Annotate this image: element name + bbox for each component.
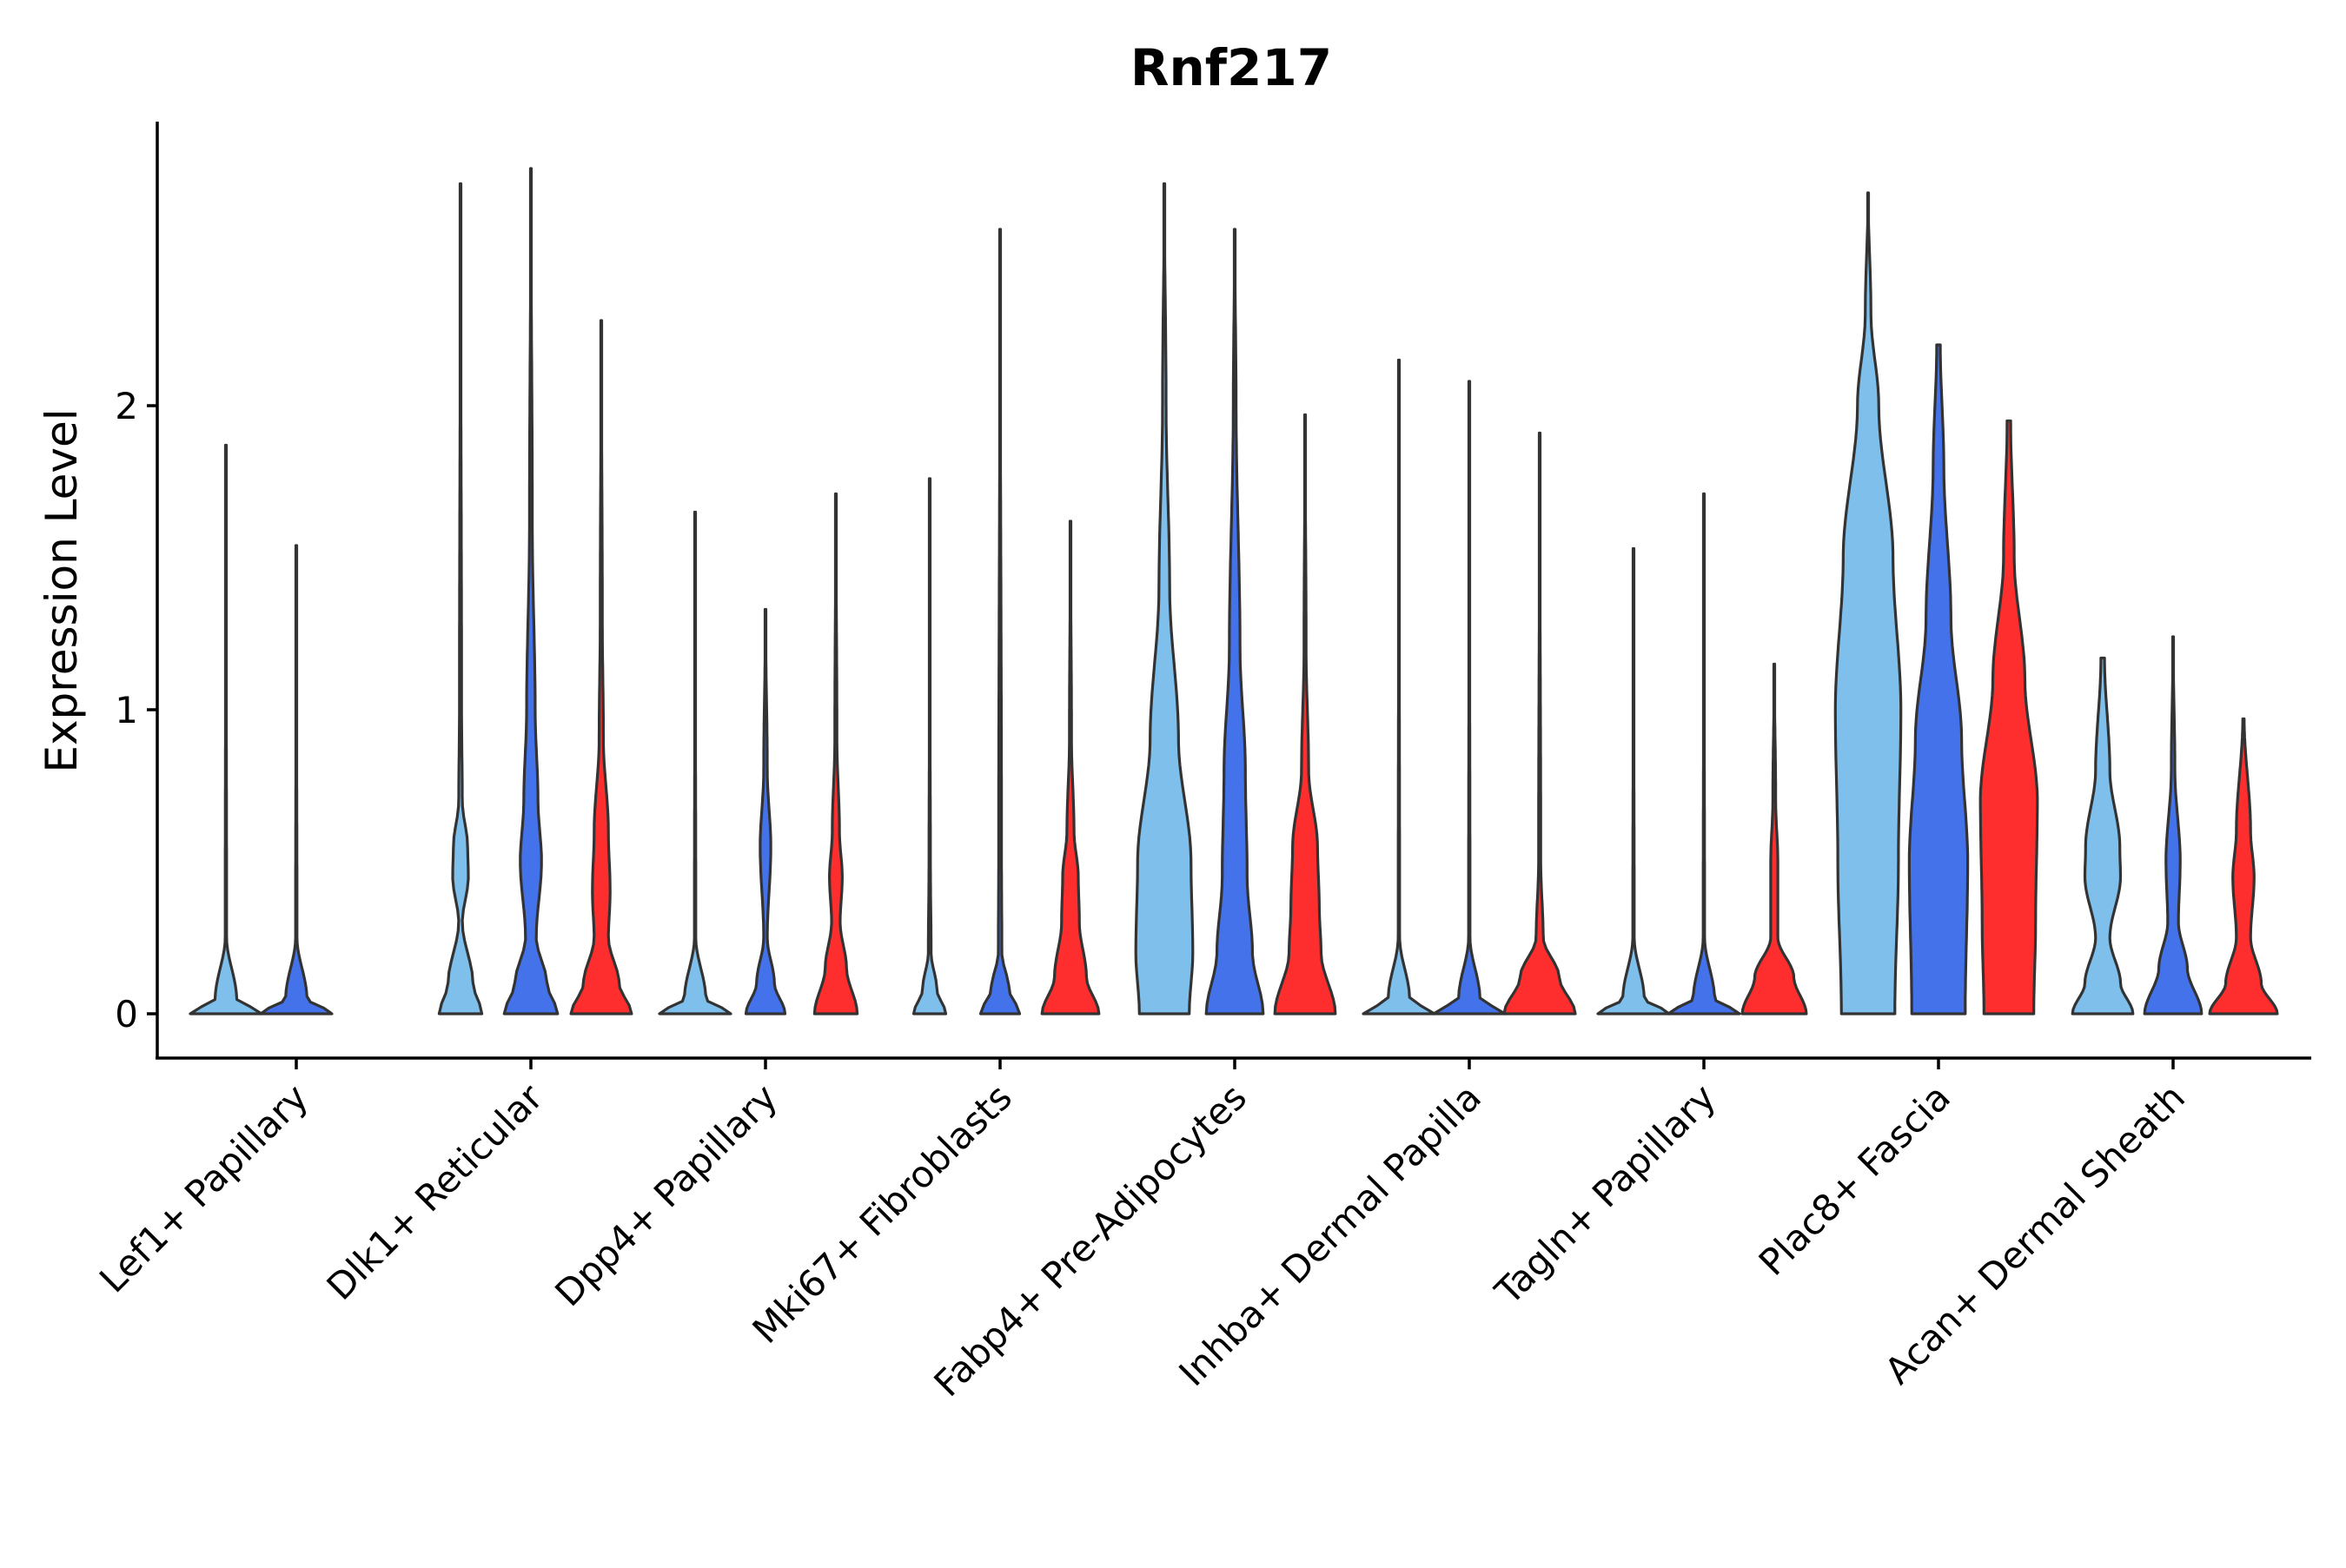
violin-2 [1907,343,1970,1016]
violin-2 [1432,380,1507,1016]
violin-2 [2143,635,2204,1016]
violin-3 [1740,662,1808,1016]
x-tick-label: Dlk1+ Reticular [319,1075,552,1308]
violin-2 [502,167,560,1016]
violin-3 [1502,431,1577,1016]
violin-3 [1978,419,2039,1016]
violin-1 [1833,191,1903,1016]
violin-3 [812,492,859,1016]
violin-2 [1667,492,1741,1016]
violin-1 [437,182,484,1016]
violin-1 [911,477,948,1016]
violin-1 [2071,656,2135,1016]
violin-3 [1040,519,1101,1016]
chart-title: Rnf217 [1130,38,1332,97]
y-axis-label: Expression Level [36,408,87,772]
violin-1 [1596,546,1671,1016]
y-tick-label: 1 [115,689,138,731]
x-tick-label: Lef1+ Papillary [91,1075,316,1300]
x-tick-label: Tagln+ Papillary [1487,1075,1724,1313]
violin-3 [1273,413,1337,1016]
y-ticks: 0 1 2 [115,385,157,1035]
violin-3 [2208,717,2279,1016]
violin-2 [744,607,787,1016]
y-tick-label: 0 [115,993,138,1035]
violin-2 [978,228,1022,1016]
x-tick-label: Mki67+ Fibroblasts [745,1075,1020,1351]
violin-3 [569,319,633,1016]
violins-layer [189,167,2279,1016]
violin-1 [1362,358,1436,1016]
violin-1 [1134,182,1195,1016]
violin-1 [189,443,263,1016]
y-tick-label: 2 [115,385,138,427]
x-tick-label: Plac8+ Fascia [1751,1075,1958,1283]
violin-2 [1204,228,1265,1016]
x-tick-label: Dpp4+ Papillary [547,1075,785,1314]
violin-1 [658,510,732,1016]
violin-2 [259,544,334,1016]
